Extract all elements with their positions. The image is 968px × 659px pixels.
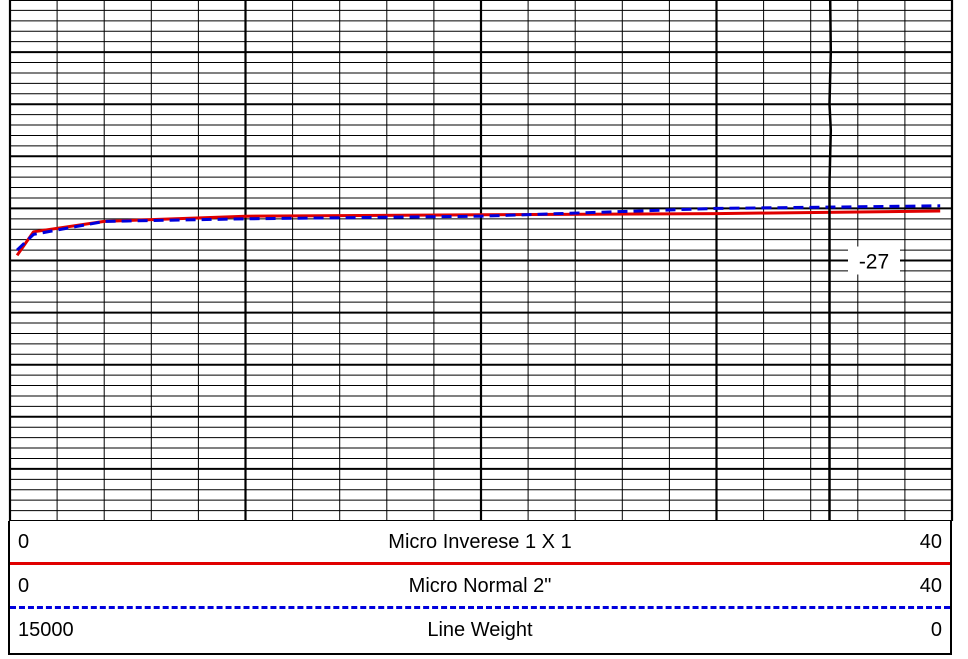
curve-series-1 [16,204,941,252]
legend-scale-max: 40 [919,575,942,597]
curve-series-0 [15,209,941,257]
grid-lines [8,0,954,521]
legend-scale-min: 0 [18,531,30,553]
legend-scale-max: 40 [919,531,942,553]
legend-curve-name: Micro Inverese 1 X 1 [388,531,572,553]
legend-row-micro-normal: 0 Micro Normal 2" 40 [10,565,950,609]
legend-row-line-weight: 15000 Line Weight 0 [10,609,950,653]
legend-line-solid-red [10,562,950,565]
track-legend: 0 Micro Inverese 1 X 1 40 0 Micro Normal… [8,521,952,655]
legend-scale-min: 15000 [18,619,74,641]
legend-scale-min: 0 [18,575,30,597]
legend-curve-name: Line Weight [427,619,533,641]
legend-row-micro-inverse: 0 Micro Inverese 1 X 1 40 [10,521,950,565]
depth-marker-box [848,246,900,275]
legend-bottom-border [10,653,950,655]
curve-series-2 [828,0,833,521]
log-chart: -27 [8,0,954,521]
legend-line-dashed-blue [10,606,950,609]
curves [15,0,941,521]
depth-marker-label: -27 [859,251,889,274]
legend-scale-max: 0 [930,619,942,641]
depth-marker: -27 [848,246,900,275]
legend-curve-name: Micro Normal 2" [408,575,552,597]
